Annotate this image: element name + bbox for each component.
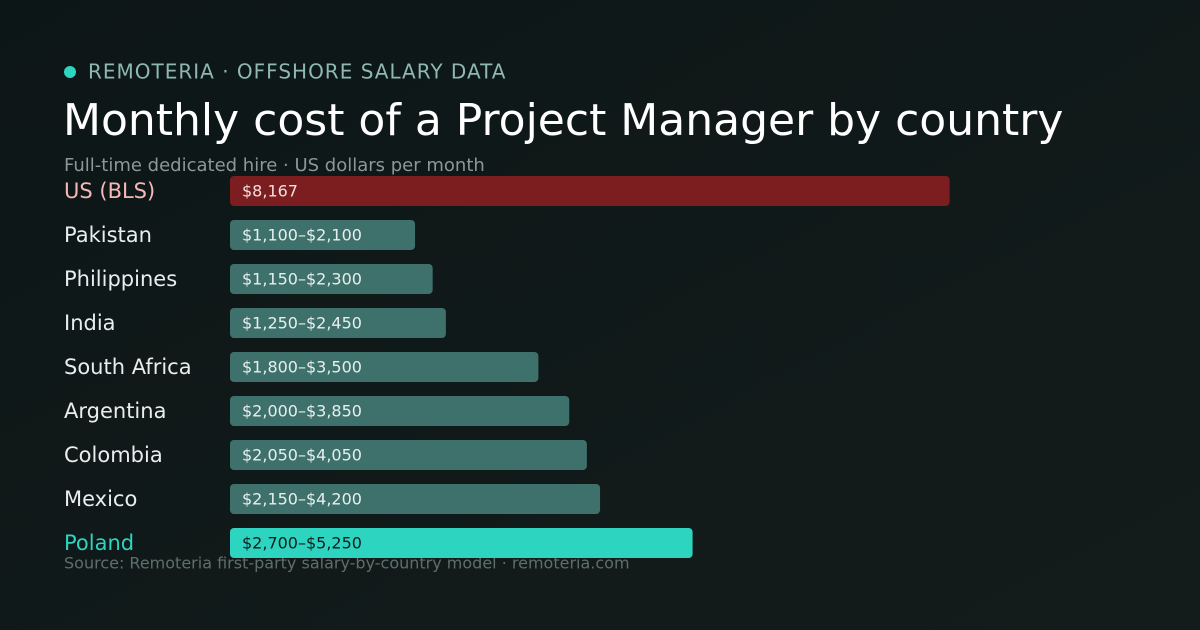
bar [230,308,446,338]
bar [230,440,587,470]
category-label: Argentina [64,399,166,423]
bar [230,396,570,426]
value-label: $1,100–$2,100 [242,226,362,245]
bar [230,352,539,382]
category-label: Poland [64,531,134,555]
category-label: India [64,311,116,335]
category-label: South Africa [64,355,192,379]
category-label: Mexico [64,487,137,511]
subtitle: Full-time dedicated hire · US dollars pe… [64,155,485,176]
value-label: $8,167 [242,182,298,201]
bar [230,220,416,250]
category-label: US (BLS) [64,179,155,203]
category-label: Pakistan [64,223,152,247]
bar [230,484,601,514]
source: Source: Remoteria first-party salary-by-… [64,554,630,573]
category-label: Colombia [64,443,163,467]
category-label: Philippines [64,267,177,291]
value-label: $2,050–$4,050 [242,446,362,465]
bar [230,264,433,294]
value-label: $1,250–$2,450 [242,314,362,333]
bar [230,176,950,206]
value-label: $2,150–$4,200 [242,490,362,509]
value-label: $1,800–$3,500 [242,358,362,377]
kicker-dot [64,66,76,78]
value-label: $2,000–$3,850 [242,402,362,421]
kicker: REMOTERIA · OFFSHORE SALARY DATA [88,60,506,84]
chart-title: Monthly cost of a Project Manager by cou… [63,95,1063,146]
bar [230,528,693,558]
value-label: $1,150–$2,300 [242,270,362,289]
value-label: $2,700–$5,250 [242,534,362,553]
